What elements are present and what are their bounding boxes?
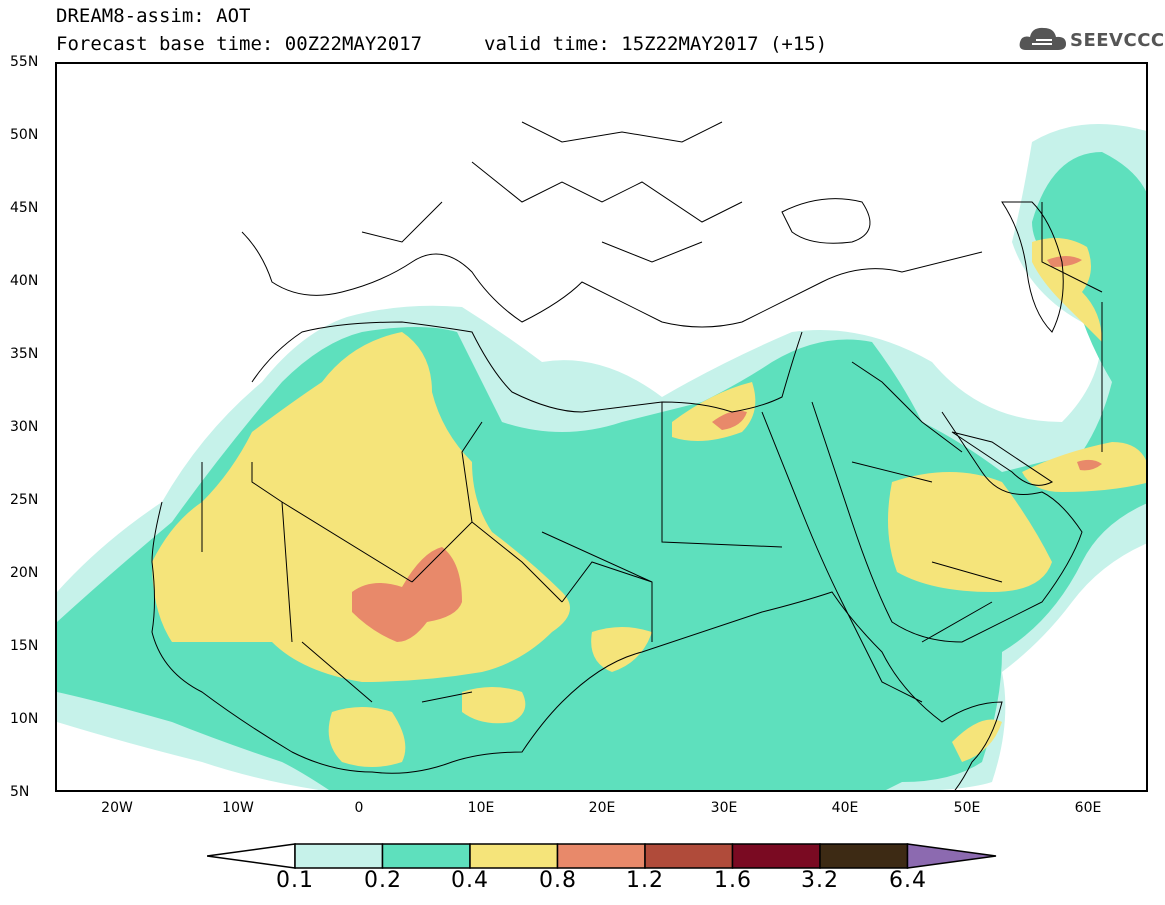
colorbar-segment (731, 843, 821, 869)
lat-label: 10N (10, 711, 39, 727)
black-sea (781, 198, 871, 244)
lon-label: 20E (588, 800, 616, 816)
aot-band-0.4-west-africa (328, 707, 406, 767)
colorbar-label: 6.4 (889, 868, 927, 893)
chart-title: DREAM8-assim: AOT (56, 5, 251, 27)
lat-label: 55N (10, 54, 39, 70)
aot-band-0.8-iran (1077, 459, 1102, 471)
arabia-coastline (811, 401, 1083, 643)
lon-label: 0 (354, 800, 364, 816)
aot-band-0.8-sahara (352, 547, 462, 642)
lat-label: 50N (10, 127, 39, 143)
colorbar-segment (906, 843, 997, 869)
colorbar-label: 3.2 (801, 868, 839, 893)
lat-label: 40N (10, 273, 39, 289)
lon-label: 20W (101, 800, 133, 816)
colorbar-label: 0.2 (364, 868, 402, 893)
north-africa-coastline (251, 321, 803, 413)
lon-label: 50E (953, 800, 981, 816)
aot-map (57, 121, 1146, 790)
colorbar-label: 0.4 (451, 868, 489, 893)
aot-band-0.8-caspian (1047, 256, 1082, 267)
aot-field (57, 124, 1146, 790)
aot-band-0.4-caspian (1032, 238, 1102, 342)
colorbar-label: 1.2 (626, 868, 664, 893)
lat-label: 20N (10, 565, 39, 581)
coastlines-and-borders (151, 121, 1103, 790)
aot-band-0.8-nile-delta (712, 410, 747, 430)
colorbar-segment (469, 843, 559, 869)
colorbar-label: 1.6 (714, 868, 752, 893)
colorbar-segment (556, 843, 646, 869)
base-time: Forecast base time: 00Z22MAY2017 (56, 33, 423, 55)
map-frame (55, 62, 1148, 792)
middle-east-borders (851, 202, 1103, 643)
valid-time: valid time: 15Z22MAY2017 (+15) (484, 33, 828, 55)
colorbar-segment (644, 843, 734, 869)
colorbar (207, 843, 997, 869)
colorbar-label: 0.8 (539, 868, 577, 893)
aot-band-0.4-somalia (952, 719, 1002, 762)
forecast-times: Forecast base time: 00Z22MAY2017 valid ti… (56, 33, 827, 55)
lon-label: 30E (710, 800, 738, 816)
colorbar-segment (294, 843, 384, 869)
lon-label: 10E (467, 800, 495, 816)
lat-label: 5N (10, 784, 30, 800)
lat-label: 45N (10, 200, 39, 216)
lat-label: 30N (10, 419, 39, 435)
europe-borders (361, 121, 743, 263)
colorbar-segment (381, 843, 471, 869)
logo-text: SEEVCCC (1070, 30, 1165, 51)
africa-coastline (151, 501, 1003, 790)
persian-gulf (951, 431, 1053, 486)
lon-label: 10W (222, 800, 254, 816)
caspian-sea (1001, 201, 1064, 333)
aot-band-0.4-sahara (152, 332, 570, 682)
lon-label: 60E (1074, 800, 1102, 816)
aot-band-0.2 (57, 152, 1146, 790)
lat-label: 35N (10, 346, 39, 362)
aot-band-0.4-arabia (888, 472, 1052, 592)
aot-band-0.4-sudan (591, 627, 652, 672)
colorbar-segment (819, 843, 909, 869)
europe-coastline (241, 231, 983, 328)
cloud-icon (1019, 27, 1066, 50)
lon-label: 40E (831, 800, 859, 816)
red-sea-coastline (761, 411, 923, 703)
colorbar-segment (207, 843, 296, 869)
lat-label: 25N (10, 492, 39, 508)
colorbar-label: 0.1 (276, 868, 314, 893)
saharan-borders (201, 402, 783, 703)
aot-band-0.4-chad (462, 687, 526, 724)
seevccc-logo: SEEVCCC (1018, 22, 1164, 56)
lat-label: 15N (10, 638, 39, 654)
